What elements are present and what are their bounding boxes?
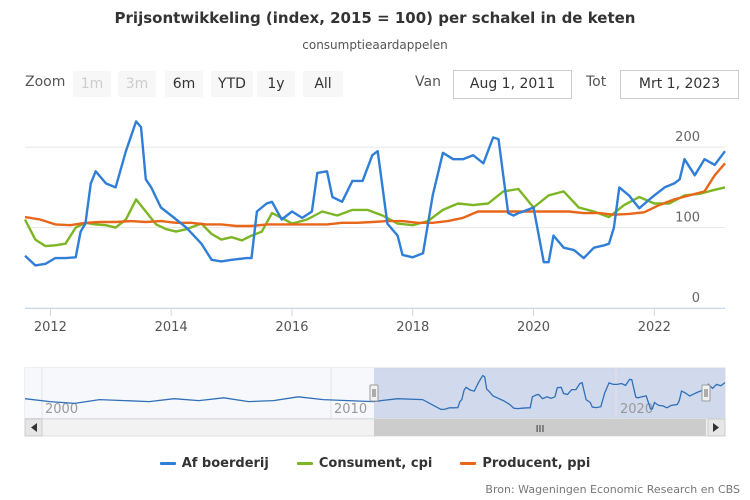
navigator-label: 2020	[620, 402, 653, 417]
zoom-button-3m[interactable]: 3m	[118, 71, 156, 97]
credits[interactable]: Bron: Wageningen Economic Research en CB…	[485, 483, 740, 496]
series-line-producent-ppi	[24, 162, 726, 228]
navigator-handle[interactable]	[701, 384, 711, 402]
legend-item[interactable]: Af boerderij	[159, 456, 269, 471]
scrollbar-grip: III	[536, 424, 545, 435]
navigator-handle[interactable]	[369, 384, 379, 402]
navigator-label: 2000	[45, 402, 78, 417]
navigator-series-line	[24, 374, 726, 411]
zoom-label: Zoom	[25, 74, 66, 90]
navigator-label: 2010	[334, 402, 367, 417]
legend-swatch	[159, 462, 176, 465]
x-tick-label: 2012	[34, 320, 67, 335]
chart-subtitle: consumptieaardappelen	[302, 38, 448, 52]
series-line-af-boerderij	[24, 120, 726, 267]
zoom-button-1m[interactable]: 1m	[73, 71, 111, 97]
legend: Af boerderij Consument, cpi Producent, ppi	[0, 456, 750, 471]
from-label: Van	[415, 74, 441, 90]
legend-item[interactable]: Consument, cpi	[296, 456, 433, 471]
y-tick-label: 0	[692, 291, 700, 306]
x-tick-label: 2016	[275, 320, 308, 335]
legend-swatch	[460, 462, 477, 465]
scroll-left-arrow-icon	[31, 423, 37, 432]
x-tick-label: 2022	[638, 320, 671, 335]
legend-item[interactable]: Producent, ppi	[460, 456, 590, 471]
legend-label: Consument, cpi	[318, 456, 433, 471]
to-date-input[interactable]: Mrt 1, 2023	[620, 70, 739, 99]
zoom-button-6m[interactable]: 6m	[165, 71, 203, 97]
navigator-unselected-area	[25, 368, 375, 418]
legend-label: Producent, ppi	[482, 456, 591, 471]
scrollbar-thumb[interactable]	[374, 419, 706, 436]
y-tick-label: 100	[675, 211, 700, 226]
x-tick-label: 2018	[396, 320, 429, 335]
navigator-selected-area	[374, 368, 725, 418]
chart-title: Prijsontwikkeling (index, 2015 = 100) pe…	[114, 9, 636, 27]
x-tick-label: 2014	[155, 320, 188, 335]
zoom-button-ytd[interactable]: YTD	[211, 71, 253, 97]
y-tick-label: 200	[675, 130, 700, 145]
legend-swatch	[296, 462, 313, 465]
scroll-right-arrow-icon	[713, 423, 719, 432]
legend-label: Af boerderij	[181, 456, 269, 471]
zoom-button-1y[interactable]: 1y	[257, 71, 295, 97]
series-line-consument-cpi	[23, 186, 726, 248]
x-tick-label: 2020	[517, 320, 550, 335]
to-label: Tot	[586, 74, 607, 90]
from-date-input[interactable]: Aug 1, 2011	[453, 70, 572, 99]
zoom-button-all[interactable]: All	[303, 71, 343, 97]
